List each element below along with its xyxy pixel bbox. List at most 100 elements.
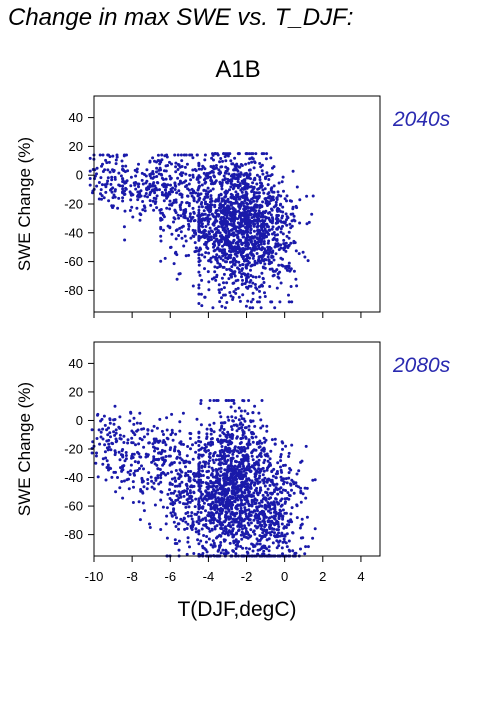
scatter-point [206, 217, 210, 221]
scatter-point [188, 437, 192, 440]
scatter-point [210, 437, 214, 440]
scatter-point [148, 526, 152, 529]
scatter-point [220, 424, 224, 428]
scatter-point [251, 549, 255, 553]
scatter-point [168, 207, 172, 211]
scatter-point [200, 527, 204, 531]
scatter-point [226, 533, 230, 537]
scatter-point [173, 153, 177, 157]
scatter-point [184, 465, 187, 469]
scatter-point [121, 199, 125, 203]
scatter-point [223, 306, 227, 310]
scatter-point [255, 505, 259, 509]
scatter-point [98, 153, 102, 157]
scatter-point [285, 194, 289, 198]
scatter-point [238, 299, 242, 303]
scatter-point [233, 167, 237, 171]
scatter-point [205, 195, 209, 199]
scatter-point [100, 197, 103, 201]
scatter-point [235, 429, 239, 433]
scatter-point [229, 242, 232, 246]
scatter-point [249, 419, 253, 423]
scatter-point [224, 513, 228, 517]
scatter-point [260, 246, 264, 249]
scatter-point [110, 175, 114, 179]
scatter-point [142, 485, 146, 489]
scatter-point [130, 456, 133, 460]
scatter-point [232, 281, 236, 285]
scatter-point [250, 248, 254, 252]
scatter-point [232, 483, 236, 486]
scatter-point [259, 306, 263, 310]
scatter-point [250, 156, 254, 160]
scatter-point [112, 169, 116, 172]
scatter-point [210, 156, 214, 160]
scatter-point [215, 519, 219, 523]
scatter-point [245, 465, 249, 469]
scatter-point [214, 226, 218, 230]
scatter-point [280, 478, 284, 482]
scatter-point [176, 153, 180, 157]
scatter-point [167, 454, 171, 458]
scatter-point [125, 153, 128, 157]
scatter-point [220, 240, 223, 244]
scatter-point [138, 190, 142, 194]
scatter-point [121, 168, 125, 172]
scatter-point [251, 291, 255, 295]
scatter-point [287, 244, 291, 247]
scatter-point [251, 449, 255, 452]
scatter-point [182, 494, 186, 498]
scatter-point [279, 468, 283, 472]
scatter-point [287, 476, 291, 480]
scatter-point [284, 477, 288, 481]
scatter-point [258, 162, 262, 165]
scatter-point [294, 249, 298, 253]
scatter-point [216, 454, 219, 458]
scatter-point [107, 468, 110, 472]
scatter-point [275, 286, 279, 290]
scatter-point [164, 443, 168, 447]
scatter-point [177, 272, 181, 276]
scatter-point [182, 180, 186, 184]
scatter-point [207, 469, 210, 473]
scatter-point [197, 208, 201, 212]
scatter-point [206, 222, 210, 226]
scatter-point [233, 270, 237, 274]
scatter-point [212, 516, 216, 520]
scatter-point [287, 266, 291, 270]
scatter-point [110, 205, 114, 209]
scatter-point [199, 423, 203, 427]
scatter-point [263, 232, 267, 236]
scatter-point [255, 173, 259, 177]
scatter-point [234, 200, 238, 204]
scatter-point [239, 545, 243, 548]
scatter-point [231, 241, 235, 245]
scatter-point [190, 526, 193, 530]
scatter-point [221, 548, 225, 552]
scatter-point [304, 496, 308, 500]
scatter-point [134, 181, 138, 184]
period-label: 2040s [392, 108, 451, 131]
scatter-point [293, 219, 297, 223]
scatter-point [277, 525, 281, 529]
scatter-point [189, 447, 192, 451]
y-axis-title: SWE Change (%) [15, 137, 34, 271]
scatter-point [228, 500, 232, 504]
scatter-point [257, 217, 261, 221]
scatter-point [222, 174, 226, 178]
scatter-point [237, 173, 241, 176]
scatter-point [288, 269, 292, 273]
scatter-point [228, 495, 232, 498]
scatter-point [178, 429, 182, 433]
scatter-point [249, 274, 253, 277]
scatter-point [174, 237, 178, 241]
scatter-point [121, 184, 125, 188]
scatter-point [174, 161, 178, 165]
scatter-point [139, 455, 143, 459]
scatter-point [160, 211, 164, 215]
scatter-point [221, 487, 225, 491]
scatter-point [298, 198, 302, 202]
y-tick-label: 0 [76, 168, 83, 183]
scatter-point [282, 537, 286, 541]
